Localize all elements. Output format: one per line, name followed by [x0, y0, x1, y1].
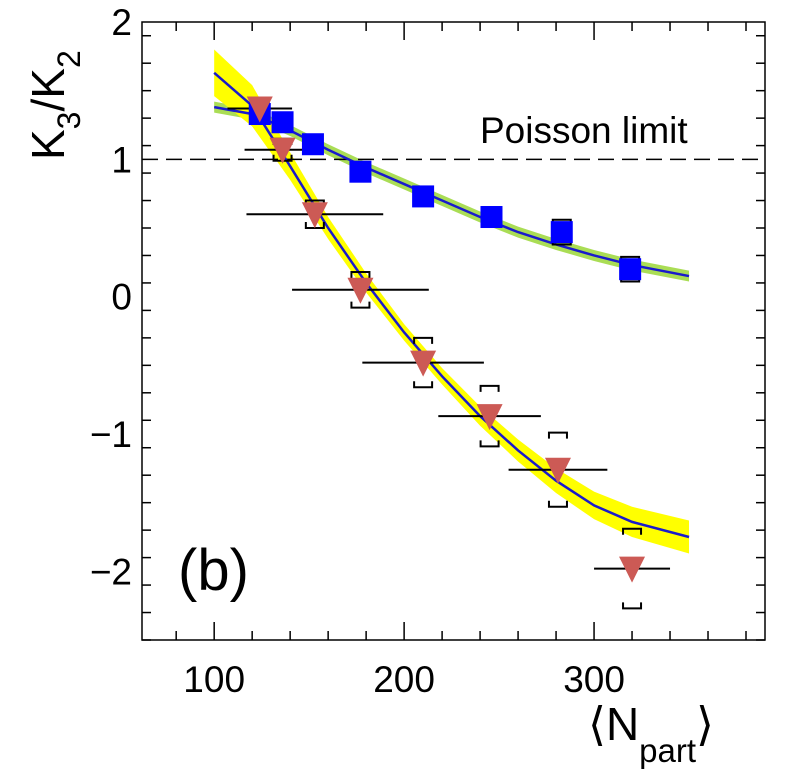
triangles-marker [301, 202, 328, 229]
axes-frame [141, 21, 766, 641]
triangles-sys-bracket-lower [622, 602, 643, 610]
triangles-sys-bracket-lower [547, 500, 568, 508]
triangles-sys-bracket-lower [350, 301, 371, 309]
y-tick-label: 0 [111, 277, 132, 318]
triangles-marker [619, 556, 646, 583]
triangles-marker [269, 137, 296, 164]
panel-label: (b) [178, 538, 249, 603]
y-tick-label: −1 [90, 414, 132, 455]
squares-marker [480, 206, 503, 229]
tick-labels: 100 200 300 −2 −1 0 1 2 [90, 2, 625, 700]
x-tick-label: 300 [563, 659, 625, 700]
triangles-marker [347, 277, 374, 304]
triangles-marker [246, 96, 273, 123]
plot-frame [141, 21, 766, 641]
triangles-sys-bracket-lower [479, 440, 500, 448]
data-markers [246, 96, 646, 583]
y-tick-label: 2 [111, 2, 132, 43]
triangles-fit-curve [213, 71, 690, 539]
y-tick-label: 1 [111, 139, 132, 180]
triangles-sys-bracket-upper [350, 270, 371, 278]
squares-marker [619, 258, 642, 281]
y-axis-label: K3/K2 [22, 50, 87, 160]
squares-marker [550, 221, 573, 244]
squares-marker [301, 133, 324, 156]
y-tick-label: −2 [90, 551, 132, 592]
x-tick-label: 100 [183, 659, 245, 700]
squares-marker [271, 111, 294, 134]
triangles-marker [410, 350, 437, 377]
triangles-sys-bracket-lower [413, 381, 434, 389]
x-axis-label: ⟨Npart⟩ [588, 698, 714, 769]
x-tick-label: 200 [373, 659, 435, 700]
triangles-sys-bracket-upper [479, 384, 500, 392]
fit-bands [214, 49, 690, 554]
squares-marker [349, 160, 372, 183]
triangles-sys-bracket-upper [547, 431, 568, 439]
triangles-marker [476, 404, 503, 431]
squares-fit-band [214, 101, 690, 282]
triangles-sys-bracket-upper [622, 527, 643, 535]
squares-marker [412, 185, 435, 208]
triangles-sys-bracket-upper [413, 336, 434, 344]
poisson-limit-label: Poisson limit [480, 110, 688, 151]
triangles-marker [544, 457, 571, 484]
